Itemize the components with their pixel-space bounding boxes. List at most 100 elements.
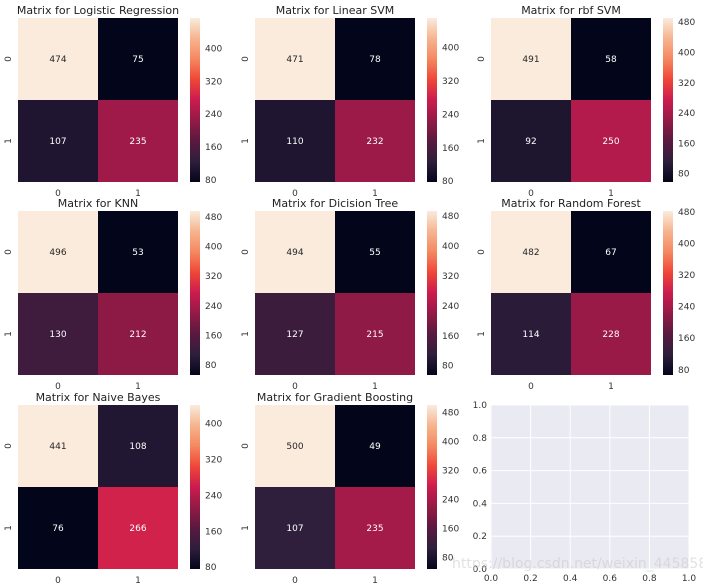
heatmap-cell	[571, 18, 651, 100]
y-tick-label: 1	[477, 138, 487, 144]
colorbar-tick-label: 400	[678, 48, 695, 58]
cell-value-label: 250	[602, 137, 619, 147]
heatmap-cell	[98, 211, 178, 293]
colorbar-tick-label: 320	[205, 77, 222, 87]
colorbar-tick-label: 240	[205, 491, 222, 501]
x-tick-label: 0	[55, 189, 61, 199]
chart-2: Matrix for Linear SVM 471 78 110 232 0 1 0 1 80 16…	[241, 4, 459, 199]
cell-value-label: 127	[286, 330, 303, 340]
heatmap-cell	[335, 18, 415, 100]
cell-value-label: 75	[132, 55, 143, 65]
y-tick-label: 0.4	[473, 499, 488, 509]
cell-value-label: 107	[49, 137, 66, 147]
y-tick-label: 0	[4, 249, 14, 255]
x-tick-label: 1	[372, 382, 378, 392]
heatmap-cell	[98, 487, 178, 569]
cell-value-label: 500	[286, 442, 303, 452]
empty-axes-background	[491, 405, 689, 569]
colorbar-tick-label: 320	[678, 79, 695, 89]
heatmap-cell	[571, 293, 651, 375]
chart-8: Matrix for Gradient Boosting 500 49 107 235 0…	[241, 391, 459, 584]
heatmap-cell	[255, 405, 335, 487]
x-tick-label: 0	[528, 382, 534, 392]
cell-value-label: 130	[49, 330, 66, 340]
cell-value-label: 212	[129, 330, 146, 340]
x-tick-label: 0.8	[642, 574, 657, 584]
cell-value-label: 76	[52, 524, 64, 534]
colorbar-tick-label: 480	[205, 213, 222, 223]
colorbar-tick-label: 400	[678, 239, 695, 249]
chart-title: Matrix for Random Forest	[501, 197, 641, 210]
heatmap-cell	[491, 18, 571, 100]
colorbar-tick-label: 240	[678, 109, 695, 119]
x-tick-label: 1	[135, 576, 141, 584]
cell-value-label: 67	[605, 248, 616, 258]
watermark: https://blog.csdn.net/weixin_44585839	[452, 556, 703, 572]
colorbar-tick-label: 160	[205, 143, 222, 153]
colorbar-tick-label: 320	[205, 455, 222, 465]
colorbar-tick-label: 480	[442, 212, 459, 222]
colorbar	[190, 405, 200, 569]
y-tick-label: 1	[241, 331, 251, 337]
y-tick-label: 0	[477, 249, 487, 255]
y-tick-label: 0.6	[473, 467, 488, 477]
heatmap-cell	[18, 293, 98, 375]
cell-value-label: 53	[132, 248, 143, 258]
cell-value-label: 494	[286, 248, 303, 258]
y-tick-label: 1	[4, 138, 14, 144]
cell-value-label: 474	[49, 55, 66, 65]
cell-value-label: 235	[366, 524, 383, 534]
colorbar-tick-label: 240	[205, 302, 222, 312]
cell-value-label: 491	[522, 55, 539, 65]
x-tick-label: 0	[292, 576, 298, 584]
colorbar-tick-label: 80	[442, 554, 454, 564]
chart-title: Matrix for Logistic Regression	[17, 4, 179, 17]
colorbar-tick-label: 480	[678, 208, 695, 218]
x-tick-label: 0.6	[603, 574, 618, 584]
y-tick-label: 0	[241, 249, 251, 255]
x-tick-label: 0	[292, 189, 298, 199]
colorbar-tick-label: 160	[205, 331, 222, 341]
cell-value-label: 107	[286, 524, 303, 534]
heatmap-cell	[335, 100, 415, 182]
colorbar-tick-label: 320	[442, 466, 459, 476]
colorbar-tick-label: 240	[442, 496, 459, 506]
heatmap-cell	[491, 211, 571, 293]
heatmap-cell	[98, 405, 178, 487]
y-tick-label: 0	[241, 443, 251, 449]
heatmap-cell	[255, 487, 335, 569]
colorbar-tick-label: 320	[678, 271, 695, 281]
chart-title: Matrix for KNN	[58, 197, 138, 210]
y-tick-label: 1	[241, 138, 251, 144]
colorbar-tick-label: 160	[442, 525, 459, 535]
heatmap-cell	[335, 211, 415, 293]
chart-9: 0.0 0.2 0.4 0.6 0.8 1.0 0.0 0.2 0.4 0.6 0.8 1.0	[473, 401, 697, 584]
colorbar-tick-label: 80	[442, 177, 454, 187]
x-tick-label: 0	[55, 382, 61, 392]
y-tick-label: 1	[4, 331, 14, 337]
colorbar-tick-label: 80	[678, 366, 690, 376]
colorbar-tick-label: 160	[442, 332, 459, 342]
colorbar-tick-label: 80	[442, 362, 454, 372]
colorbar-tick-label: 480	[442, 408, 459, 418]
y-tick-label: 0.8	[473, 434, 488, 444]
colorbar-tick-label: 320	[205, 272, 222, 282]
heatmap-cell	[255, 293, 335, 375]
chart-title: Matrix for rbf SVM	[521, 4, 621, 17]
colorbar-tick-label: 80	[205, 361, 217, 371]
colorbar-tick-label: 400	[442, 437, 459, 447]
colorbar	[427, 405, 437, 569]
cell-value-label: 228	[602, 330, 619, 340]
cell-value-label: 215	[366, 330, 383, 340]
colorbar-tick-label: 80	[678, 170, 690, 180]
heatmap-cell	[255, 18, 335, 100]
cell-value-label: 58	[605, 55, 617, 65]
cell-value-label: 482	[522, 248, 539, 258]
chart-4: Matrix for KNN 496 53 130 212 0 1 0 1 80 160 240 320…	[4, 197, 222, 392]
x-tick-label: 0	[292, 382, 298, 392]
y-tick-label: 1	[477, 331, 487, 337]
colorbar-tick-label: 320	[442, 77, 459, 87]
colorbar-tick-label: 80	[205, 176, 217, 186]
cell-value-label: 49	[369, 442, 381, 452]
